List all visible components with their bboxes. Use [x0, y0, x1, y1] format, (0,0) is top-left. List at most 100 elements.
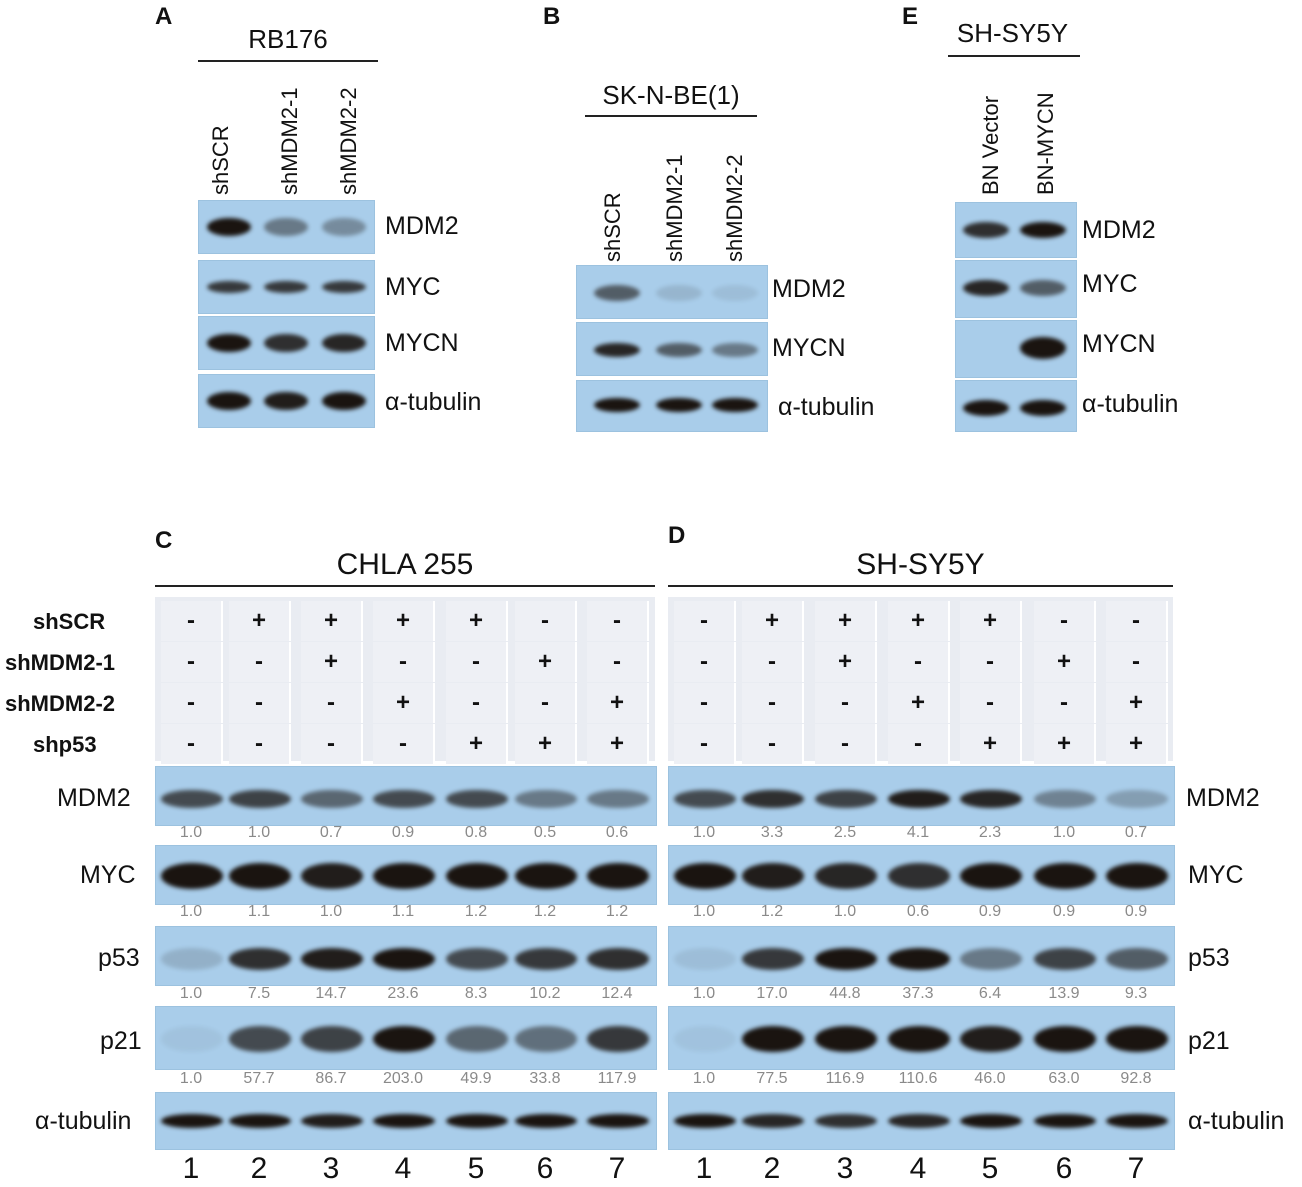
protein-label: MDM2 — [57, 784, 131, 812]
condition-cell: - — [229, 642, 291, 682]
protein-band — [742, 1026, 804, 1052]
quantification-value: 1.0 — [179, 903, 203, 920]
blot-c-myc — [155, 845, 657, 905]
protein-band — [229, 948, 291, 970]
quantification-value: 0.7 — [1124, 824, 1148, 841]
quantification-value: 1.2 — [760, 903, 784, 920]
quantification-value: 0.9 — [978, 903, 1002, 920]
blot-c-p53 — [155, 926, 657, 986]
protein-band — [656, 343, 702, 357]
protein-band — [594, 285, 640, 301]
lane-number: 2 — [763, 1152, 781, 1185]
protein-label: p53 — [98, 944, 140, 972]
protein-band — [1020, 400, 1066, 416]
condition-cell: - — [815, 683, 877, 723]
protein-label: MDM2 — [772, 275, 846, 303]
blot-a-mycn — [198, 316, 375, 370]
blot-b-mycn — [576, 322, 768, 376]
panel-d-underline — [668, 585, 1173, 587]
protein-band — [301, 948, 363, 970]
condition-label: shp53 — [33, 732, 97, 757]
lane-number: 4 — [394, 1152, 412, 1185]
protein-band — [264, 218, 308, 236]
protein-band — [446, 863, 508, 889]
quantification-value: 92.8 — [1120, 1070, 1152, 1087]
condition-cell: + — [373, 601, 435, 641]
protein-band — [322, 392, 366, 410]
panel-a-lane-label: shSCR — [208, 125, 233, 195]
lane-number: 7 — [1127, 1152, 1145, 1185]
protein-label: MYC — [80, 861, 136, 889]
condition-cell: - — [373, 724, 435, 764]
condition-cell: - — [742, 642, 804, 682]
protein-band — [656, 398, 702, 412]
protein-band — [207, 218, 251, 236]
protein-band — [207, 392, 251, 410]
protein-band — [229, 863, 291, 889]
blot-e-mdm2 — [955, 202, 1077, 258]
protein-band — [301, 1026, 363, 1052]
quantification-value: 2.3 — [978, 824, 1002, 841]
quantification-value: 1.2 — [464, 903, 488, 920]
lane-number: 3 — [322, 1152, 340, 1185]
blot-b-tubulin — [576, 380, 768, 432]
condition-cell: - — [674, 601, 736, 641]
protein-band — [742, 863, 804, 889]
panel-b-letter: B — [543, 3, 561, 30]
protein-band — [963, 280, 1009, 296]
quantification-value: 46.0 — [974, 1070, 1006, 1087]
condition-cell: - — [815, 724, 877, 764]
protein-band — [373, 1026, 435, 1052]
lane-number: 5 — [981, 1152, 999, 1185]
quantification-value: 110.6 — [898, 1070, 938, 1087]
protein-band — [587, 790, 649, 808]
blot-a-mdm2 — [198, 200, 375, 254]
protein-band — [322, 281, 366, 293]
panel-c-underline — [155, 585, 655, 587]
blot-c-mdm2 — [155, 766, 657, 826]
blot-b-mdm2 — [576, 265, 768, 319]
condition-cell: - — [674, 683, 736, 723]
quantification-value: 77.5 — [756, 1070, 788, 1087]
protein-band — [815, 1026, 877, 1052]
condition-cell: - — [373, 642, 435, 682]
quantification-value: 8.3 — [464, 985, 488, 1002]
protein-label: MYCN — [772, 334, 846, 362]
blot-a-tubulin — [198, 374, 375, 428]
quantification-value: 1.0 — [319, 903, 343, 920]
protein-label: α-tubulin — [385, 388, 482, 416]
protein-band — [446, 948, 508, 970]
protein-band — [587, 948, 649, 970]
protein-band — [515, 948, 577, 970]
protein-label: MYC — [385, 273, 441, 301]
panel-b-underline — [585, 115, 757, 117]
quantification-value: 57.7 — [243, 1070, 275, 1087]
protein-band — [207, 334, 251, 352]
condition-cell: + — [888, 601, 950, 641]
lane-number: 6 — [1055, 1152, 1073, 1185]
protein-band — [960, 790, 1022, 808]
condition-cell: - — [301, 683, 363, 723]
protein-band — [515, 863, 577, 889]
panel-e-underline — [948, 55, 1080, 57]
protein-band — [161, 863, 223, 889]
condition-cell: - — [888, 642, 950, 682]
condition-cell: - — [229, 724, 291, 764]
panel-a-title: RB176 — [248, 24, 328, 54]
protein-band — [1106, 948, 1168, 970]
panel-e-title: SH-SY5Y — [956, 18, 1069, 48]
protein-band — [674, 948, 736, 970]
condition-cell: + — [446, 724, 508, 764]
protein-label: α-tubulin — [778, 393, 875, 421]
protein-band — [963, 400, 1009, 416]
condition-cell: - — [1106, 601, 1168, 641]
protein-band — [301, 790, 363, 808]
condition-cell: + — [446, 601, 508, 641]
condition-cell: - — [1106, 642, 1168, 682]
lane-number: 1 — [695, 1152, 713, 1185]
panel-a-letter: A — [155, 3, 173, 30]
protein-label: MDM2 — [1186, 784, 1260, 812]
protein-band — [373, 948, 435, 970]
protein-band — [888, 948, 950, 970]
